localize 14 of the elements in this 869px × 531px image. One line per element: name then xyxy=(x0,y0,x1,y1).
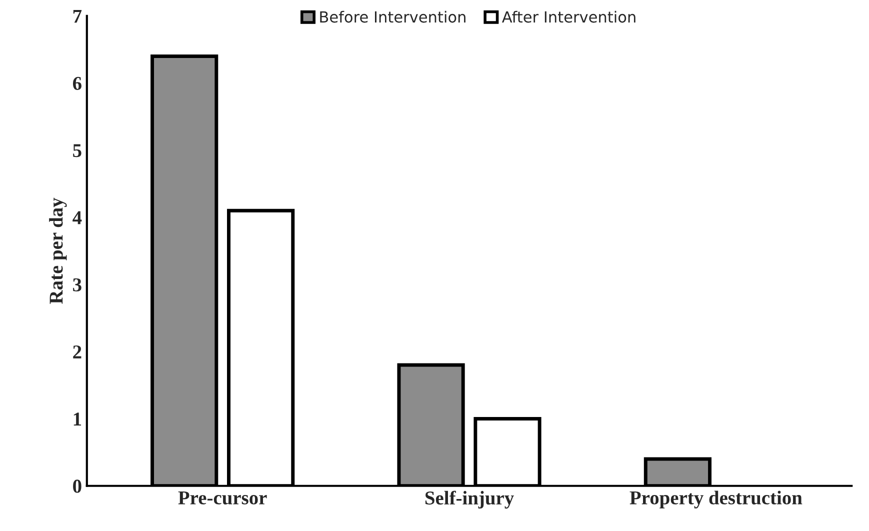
y-tick-label: 7 xyxy=(73,10,82,23)
y-tick-label: 4 xyxy=(72,211,82,224)
y-tick-label: 2 xyxy=(73,345,82,358)
y-axis-title: Rate per day xyxy=(49,198,67,304)
y-tick-label: 0 xyxy=(73,480,82,493)
x-tick-label: Pre-cursor xyxy=(178,491,267,504)
x-tick-label: Self-injury xyxy=(425,490,514,509)
y-tick-label: 6 xyxy=(72,76,82,90)
y-tick-label: 5 xyxy=(73,144,82,158)
x-tick-label: Property destruction xyxy=(630,490,802,508)
legend-label: Before Intervention xyxy=(320,10,466,23)
legend-label: After Intervention xyxy=(502,10,636,23)
y-tick-label: 3 xyxy=(73,278,82,292)
y-tick-label: 1 xyxy=(74,412,82,426)
